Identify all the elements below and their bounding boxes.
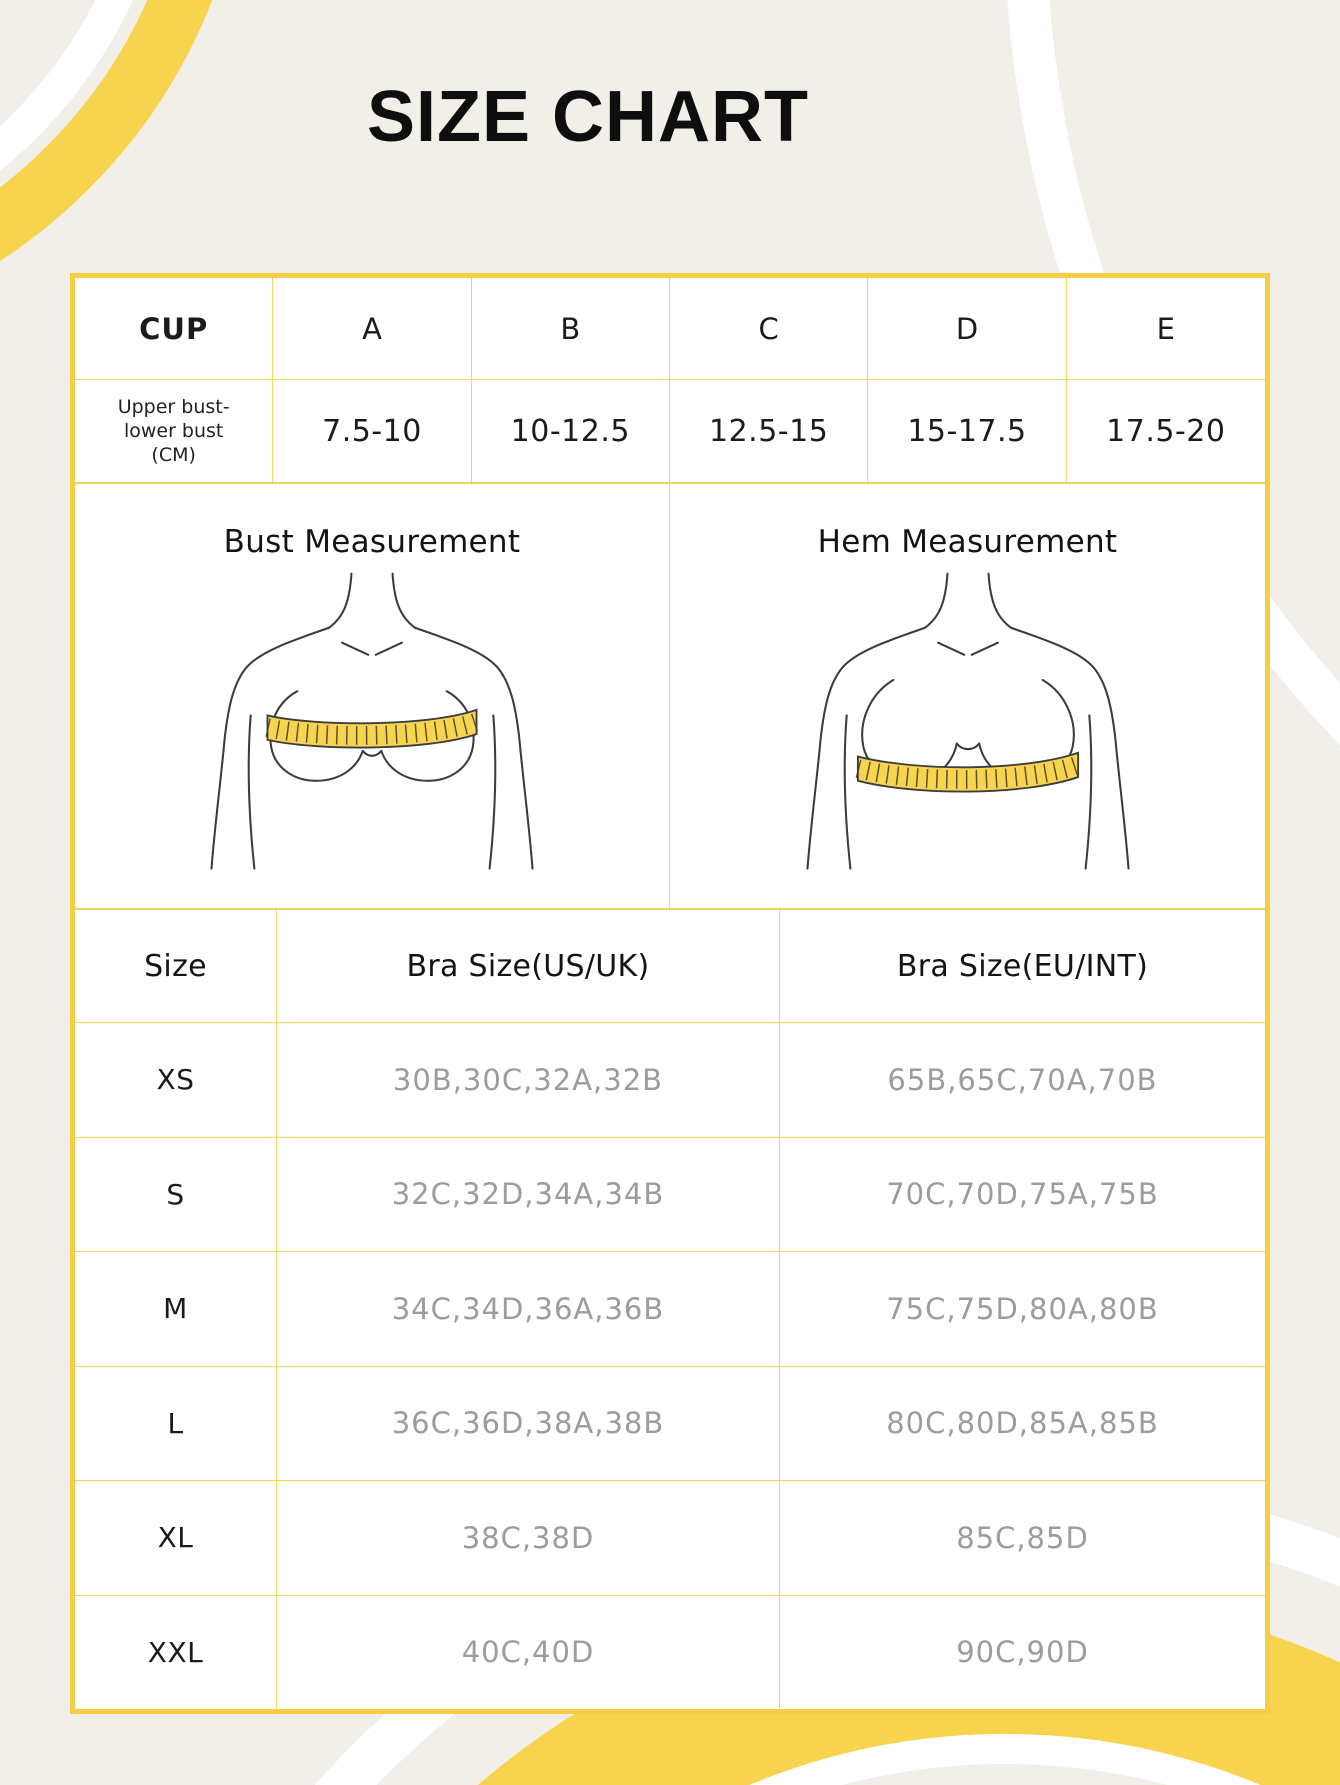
measuring-tape [265, 708, 480, 749]
top-left-yellow-arc [0, 0, 213, 261]
size-label: L [75, 1366, 277, 1480]
cm-range-d: 15-17.5 [868, 380, 1067, 482]
us-uk-value: 38C,38D [277, 1481, 780, 1595]
size-chart-panel: CUP A B C D E Upper bust- lower bust (CM… [70, 273, 1270, 1714]
eu-int-value: 70C,70D,75A,75B [886, 1177, 1159, 1212]
eu-int-value: 80C,80D,85A,85B [886, 1406, 1159, 1441]
table-row-s: S 32C,32D,34A,34B 70C,70D,75A,75B [75, 1137, 1265, 1252]
cm-row-label-line3: (CM) [151, 444, 196, 466]
bust-measurement-title: Bust Measurement [223, 524, 521, 560]
eu-int-value: 75C,75D,80A,80B [886, 1291, 1159, 1326]
cm-range-a: 7.5-10 [273, 380, 472, 482]
hem-measurement-figure [805, 572, 1130, 870]
size-label: XL [75, 1481, 277, 1595]
eu-int-column-header: Bra Size(EU/INT) [896, 948, 1149, 984]
eu-int-value: 65B,65C,70A,70B [887, 1062, 1158, 1097]
size-label: XXL [75, 1595, 277, 1709]
us-uk-value: 40C,40D [277, 1595, 780, 1709]
bust-measurement-panel: Bust Measurement [75, 484, 670, 908]
size-label: S [75, 1137, 277, 1251]
table-row-xxl: XXL 40C,40D 90C,90D [75, 1595, 1265, 1709]
us-uk-column-header: Bra Size(US/UK) [277, 910, 780, 1022]
measuring-tape [855, 751, 1081, 793]
bottom-inner-white-arc [749, 1734, 1261, 1785]
cup-b-cell: B [472, 278, 670, 379]
cm-row-label-line1: Upper bust- [117, 396, 230, 418]
eu-int-value: 85C,85D [956, 1520, 1089, 1555]
table-row-m: M 34C,34D,36A,36B 75C,75D,80A,80B [75, 1252, 1265, 1367]
eu-int-value: 90C,90D [956, 1635, 1089, 1670]
hem-measurement-title: Hem Measurement [817, 524, 1118, 560]
page-title: SIZE CHART [367, 77, 809, 157]
us-uk-value: 32C,32D,34A,34B [277, 1137, 780, 1251]
cm-row-label: Upper bust- lower bust (CM) [75, 380, 274, 482]
cm-range-row: Upper bust- lower bust (CM) 7.5-10 10-12… [75, 380, 1265, 484]
cup-header-cell: CUP [75, 278, 274, 379]
cup-header-row: CUP A B C D E [75, 278, 1265, 380]
bust-measurement-figure [210, 572, 534, 870]
hem-measurement-panel: Hem Measurement [670, 484, 1265, 908]
us-uk-value: 30B,30C,32A,32B [277, 1023, 780, 1137]
measurement-illustrations: Bust Measurement [75, 484, 1265, 910]
us-uk-value: 36C,36D,38A,38B [277, 1366, 780, 1480]
table-row-l: L 36C,36D,38A,38B 80C,80D,85A,85B [75, 1366, 1265, 1481]
cm-range-b: 10-12.5 [472, 380, 670, 482]
cm-range-c: 12.5-15 [670, 380, 869, 482]
size-table-header-row: Size Bra Size(US/UK) Bra Size(EU/INT) [75, 910, 1265, 1023]
cup-e-cell: E [1156, 311, 1175, 346]
cm-range-e: 17.5-20 [1106, 413, 1226, 449]
cup-c-cell: C [670, 278, 869, 379]
cm-row-label-line2: lower bust [123, 420, 224, 442]
cup-a-cell: A [273, 278, 472, 379]
size-label: XS [75, 1023, 277, 1137]
us-uk-value: 34C,34D,36A,36B [277, 1252, 780, 1366]
cup-d-cell: D [868, 278, 1067, 379]
table-row-xl: XL 38C,38D 85C,85D [75, 1481, 1265, 1596]
size-label: M [75, 1252, 277, 1366]
table-row-xs: XS 30B,30C,32A,32B 65B,65C,70A,70B [75, 1023, 1265, 1138]
size-column-header: Size [75, 910, 277, 1022]
